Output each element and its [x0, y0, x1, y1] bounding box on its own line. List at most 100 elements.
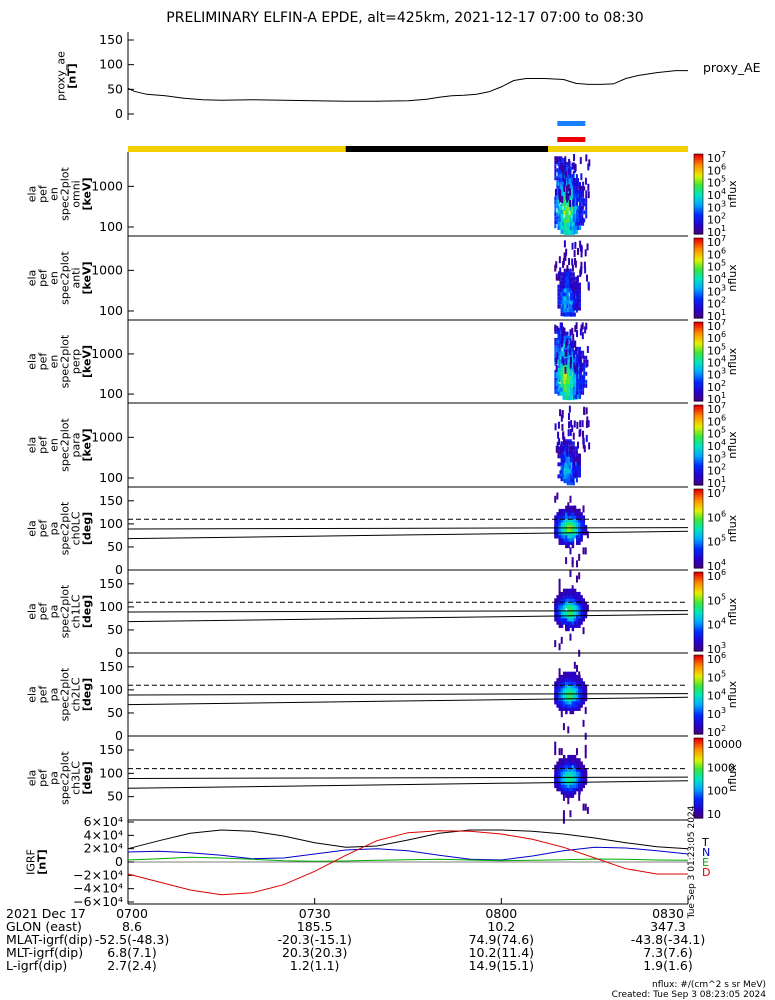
spectrogram-cell: [575, 198, 577, 203]
y-axis-label: ch0LC: [70, 511, 83, 545]
colorbar-label: nflux: [726, 597, 739, 625]
spectrogram-cell: [567, 202, 570, 207]
colorbar-swatch: [694, 774, 703, 777]
spectrogram-cell: [562, 671, 566, 679]
spectrogram-cell: [566, 178, 569, 183]
spectrogram-cell: [558, 591, 562, 599]
spectrogram-cell: [559, 322, 562, 330]
spectrogram-cell: [575, 362, 577, 367]
spectrogram-cell: [566, 469, 569, 474]
y-tick-label: 50: [107, 789, 123, 804]
spectrogram-cell: [571, 264, 574, 272]
spectrogram-cell: [558, 508, 562, 516]
spectrogram-cells: [554, 240, 590, 317]
spectrogram-cell: [573, 194, 575, 199]
spectrogram-cell: [575, 350, 577, 355]
colorbar-swatch: [694, 682, 703, 686]
igrf-ylabel: IGRF[nT]: [25, 849, 49, 875]
spectrogram-cell: [567, 184, 570, 192]
spectrogram-cell: [569, 312, 572, 317]
colorbar-swatch: [694, 188, 703, 191]
spectrogram-cell: [556, 512, 559, 520]
spectrogram-cell: [580, 261, 583, 269]
spectrogram-cell: [568, 376, 571, 381]
colorbar-swatch: [694, 192, 703, 195]
spectrogram-cell: [573, 312, 576, 317]
colorbar-swatch: [694, 560, 703, 563]
spectrogram-cell: [576, 378, 579, 383]
spectrogram-cell: [557, 181, 560, 186]
spectrogram-cell: [568, 284, 571, 289]
spectrogram-cell: [578, 691, 581, 699]
spectrogram-cell: [568, 380, 571, 385]
y-axis-label: spec2plot: [59, 418, 72, 472]
spectrogram-cell: [556, 352, 559, 360]
colorbar-swatch: [694, 316, 703, 319]
colorbar-swatch: [694, 212, 703, 215]
spectrogram-cell: [580, 531, 583, 539]
series-line-T: [127, 829, 689, 850]
spectrogram-cell: [569, 547, 572, 555]
spectrogram-cell: [571, 355, 574, 360]
spectrogram-cell: [563, 178, 566, 186]
y-tick-label: 4×10⁴: [84, 827, 123, 842]
spectrogram-cell: [571, 462, 574, 467]
colorbar-tick-label: 101: [707, 475, 726, 490]
y-tick-label: 100: [99, 470, 123, 485]
spectrogram-cell: [562, 201, 565, 206]
spectrogram-cell: [583, 363, 586, 368]
colorbar-swatch: [694, 252, 703, 255]
spectrogram-cell: [583, 198, 586, 203]
spectrogram-cell: [557, 209, 560, 214]
spectrogram-cell: [559, 288, 562, 293]
colorbar-swatch: [694, 662, 703, 666]
colorbar-swatch: [694, 475, 703, 478]
spectrogram-cell: [559, 195, 562, 203]
colorbar-swatch: [694, 593, 703, 597]
spectrogram-cell: [568, 461, 571, 466]
spectrogram-cell: [582, 547, 585, 555]
spectrogram-cell: [560, 537, 564, 545]
spectrogram-cell: [563, 443, 566, 448]
spectrogram-cell: [554, 168, 557, 173]
spectrogram-cell: [565, 459, 568, 464]
spectrogram-cell: [573, 250, 576, 258]
spectrogram-cell: [557, 157, 560, 162]
spectrogram-cell: [556, 168, 559, 173]
spectrogram-cell: [573, 222, 576, 227]
spectrogram-cell: [582, 505, 585, 513]
spectrogram-cell: [577, 473, 579, 478]
spectrogram-cell: [560, 229, 563, 234]
spectrogram-cell: [573, 394, 575, 399]
spectrogram-cell: [571, 222, 574, 227]
colorbar-label: nflux: [726, 680, 739, 708]
y-axis-label: spec2plot: [59, 251, 72, 305]
spectrogram-cell: [571, 283, 574, 291]
footer-value: -52.5(-48.3): [95, 932, 169, 947]
spectrogram-cell: [576, 664, 578, 672]
spectrogram-cell: [563, 170, 566, 175]
spectrogram-cell: [567, 541, 570, 549]
spectrogram-cell: [554, 324, 557, 332]
spectrogram-cell: [560, 367, 563, 372]
colorbar-swatch: [694, 724, 703, 727]
colorbar-swatch: [694, 750, 703, 753]
colorbar-swatch: [694, 228, 703, 231]
spectrogram-cell: [575, 206, 577, 211]
footer-row-label: 2021 Dec 17: [6, 906, 86, 921]
spectrogram-cell: [573, 386, 575, 391]
spectrogram-cell: [568, 405, 571, 413]
spectrogram-cell: [576, 374, 579, 379]
spectrogram-cell: [585, 359, 588, 364]
colorbar-swatch: [694, 467, 703, 470]
colorbar-swatch: [694, 395, 703, 398]
spectrogram-cell: [565, 371, 568, 376]
loss-cone-upper-line: [127, 527, 689, 530]
colorbar-swatch: [694, 417, 703, 420]
footer-value: -20.3(-15.1): [277, 932, 351, 947]
spectrogram-cell: [584, 525, 588, 533]
spectrogram-cell: [557, 288, 560, 293]
colorbar-swatch: [694, 453, 703, 456]
spectrogram-cell: [573, 374, 575, 379]
y-tick-label: 1000: [91, 262, 123, 277]
